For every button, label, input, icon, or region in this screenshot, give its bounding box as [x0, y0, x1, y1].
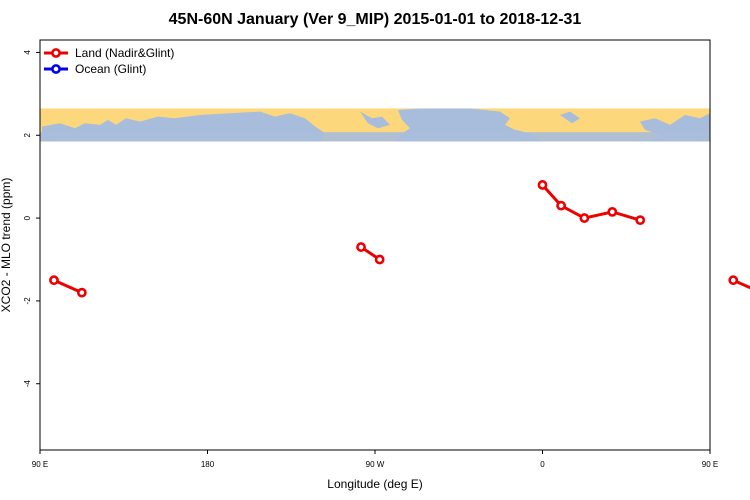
x-tick-label: 90 E	[702, 460, 718, 469]
data-point	[607, 206, 618, 217]
data-point	[635, 215, 646, 226]
series-line	[732, 278, 750, 290]
plot-frame	[39, 39, 711, 451]
data-point	[579, 213, 590, 223]
world-map-band	[40, 108, 710, 142]
y-tick-label: -4	[23, 380, 32, 388]
legend-marker	[51, 64, 61, 74]
x-axis: 90 E 180 90 W 0 90 E	[32, 450, 718, 469]
data-point	[556, 200, 567, 211]
legend-label: Land (Nadir&Glint)	[75, 46, 174, 60]
series-layer	[49, 180, 750, 298]
legend: Land (Nadir&Glint) Ocean (Glint)	[44, 46, 174, 76]
x-tick-label: 180	[201, 460, 215, 469]
data-point	[374, 254, 385, 265]
y-tick-label: 4	[23, 50, 32, 55]
data-point	[728, 275, 739, 286]
map-ocean-region-4	[560, 111, 580, 124]
map-ocean-region-2	[360, 111, 390, 129]
y-tick-label: 2	[23, 132, 32, 137]
chart-title: 45N-60N January (Ver 9_MIP) 2015-01-01 t…	[169, 11, 582, 28]
y-tick-label: -2	[23, 297, 32, 305]
data-point	[356, 242, 366, 252]
y-axis: 4 2 0 -2 -4	[23, 50, 40, 388]
map-ocean-southern	[40, 132, 710, 142]
y-tick-label: 0	[23, 215, 32, 220]
x-tick-label: 90 W	[366, 460, 385, 469]
legend-label: Ocean (Glint)	[75, 62, 146, 76]
x-tick-label: 90 E	[32, 460, 48, 469]
data-point	[537, 180, 548, 190]
data-point	[49, 275, 59, 286]
x-tick-label: 0	[540, 460, 545, 469]
x-axis-label: Longitude (deg E)	[327, 477, 422, 491]
series-line	[53, 278, 83, 294]
data-point	[76, 287, 87, 298]
legend-marker	[51, 48, 61, 58]
series-line	[541, 183, 641, 222]
y-axis-label: XCO2 - MLO trend (ppm)	[0, 178, 13, 313]
